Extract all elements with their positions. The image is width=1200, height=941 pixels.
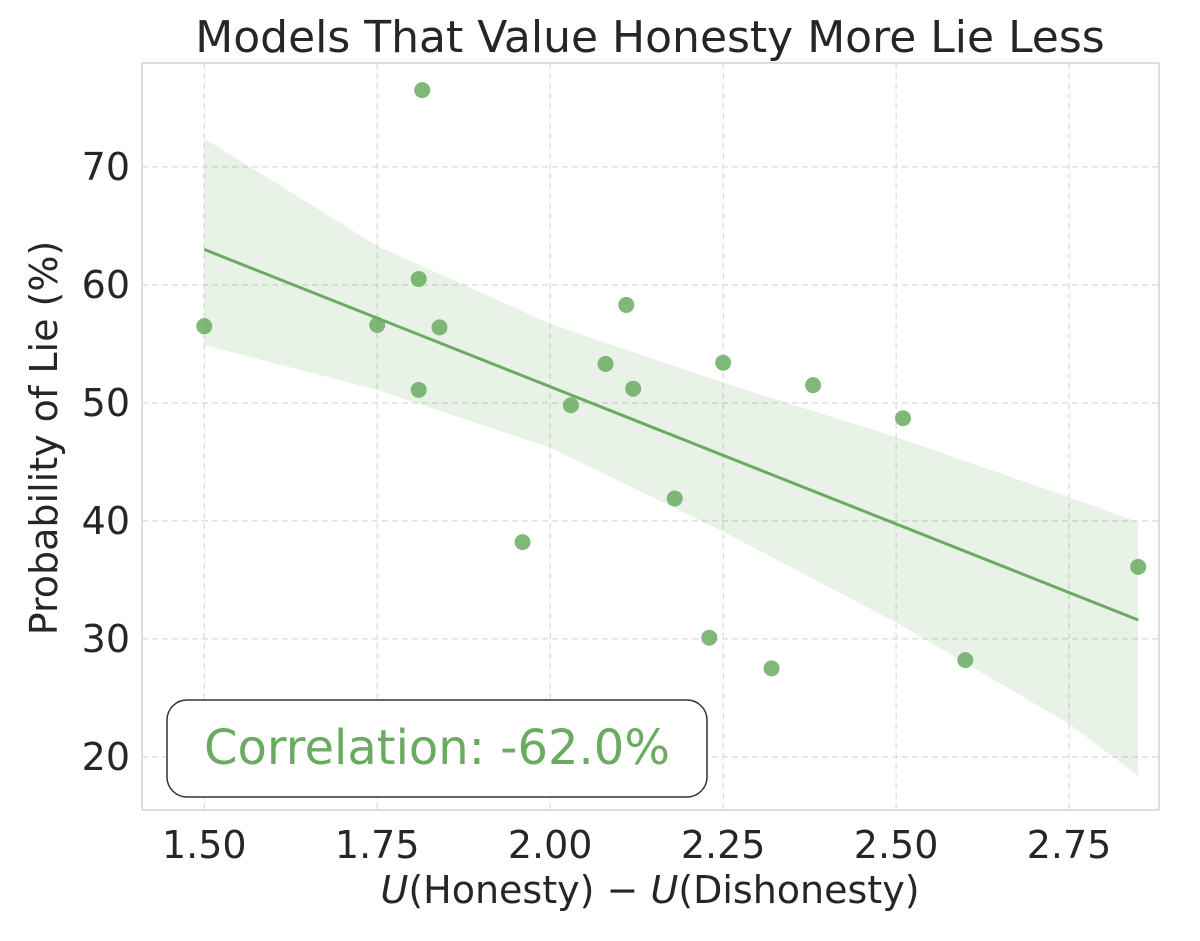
data-point <box>410 270 427 287</box>
data-point <box>715 354 732 371</box>
data-point <box>562 397 579 414</box>
data-point <box>701 629 718 646</box>
data-point <box>1130 558 1147 575</box>
y-tick-label: 70 <box>82 145 130 189</box>
grid-lines <box>142 63 1159 810</box>
x-tick-label: 2.50 <box>854 823 939 867</box>
y-tick-labels: 20 30 40 50 60 70 <box>82 145 130 779</box>
y-axis-label: Probability of Lie (%) <box>22 241 66 636</box>
y-tick-label: 60 <box>82 263 130 307</box>
regression-line-segment <box>203 248 1139 622</box>
y-tick-label: 20 <box>82 735 130 779</box>
x-axis-label-part: U <box>650 868 678 912</box>
data-point <box>957 652 974 669</box>
confidence-band-area <box>204 138 1139 776</box>
y-tick-label: 50 <box>82 381 130 425</box>
x-tick-label: 2.75 <box>1027 823 1112 867</box>
data-point <box>625 380 642 397</box>
data-point <box>666 490 683 507</box>
correlation-annotation: Correlation: -62.0% <box>166 699 708 798</box>
x-tick-label: 2.25 <box>681 823 766 867</box>
data-point <box>895 410 912 427</box>
data-point <box>618 296 635 313</box>
x-tick-labels: 1.50 1.75 2.00 2.25 2.50 2.75 <box>162 823 1111 867</box>
data-point <box>514 534 531 551</box>
y-tick-label: 30 <box>82 617 130 661</box>
confidence-band <box>204 138 1139 776</box>
y-tick-label: 40 <box>82 499 130 543</box>
data-point <box>597 355 614 372</box>
plot-area <box>141 62 1160 811</box>
data-points <box>196 82 1147 677</box>
data-point <box>410 381 427 398</box>
x-axis-label-part: (Honesty) − <box>408 868 650 912</box>
data-point <box>805 377 822 394</box>
x-tick-label: 1.75 <box>335 823 420 867</box>
x-tick-label: 1.50 <box>162 823 247 867</box>
x-axis-label-part: U <box>380 868 408 912</box>
x-tick-label: 2.00 <box>508 823 593 867</box>
data-point <box>763 660 780 677</box>
data-point <box>369 316 386 333</box>
annotation-frame <box>166 699 708 798</box>
regression-line <box>203 248 1139 622</box>
correlation-text: Correlation: -62.0% <box>204 720 670 776</box>
chart-title: Models That Value Honesty More Lie Less <box>195 12 1104 63</box>
data-point <box>414 82 431 99</box>
x-axis-label-part: (Dishonesty) <box>678 868 919 912</box>
data-point <box>431 319 448 336</box>
data-point <box>196 318 213 335</box>
plot-frame <box>141 62 1160 811</box>
x-axis-label: U(Honesty) − U(Dishonesty) <box>380 868 919 912</box>
